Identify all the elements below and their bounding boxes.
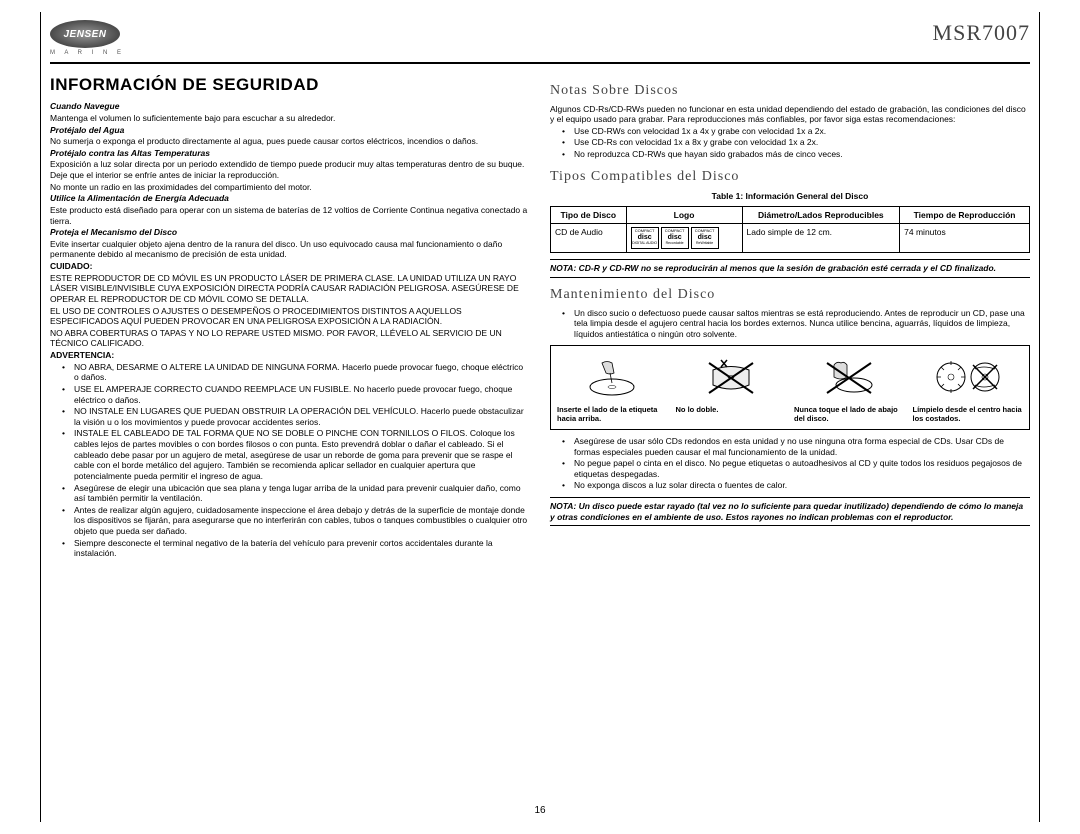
care-item: Límpielo desde el centro hacia los costa…	[913, 352, 1024, 423]
section-title: Mantenimiento del Disco	[550, 286, 1030, 304]
body-text: No monte un radio en las proximidades de…	[50, 182, 530, 193]
body-text: ESTE REPRODUCTOR DE CD MÓVIL ES UN PRODU…	[50, 273, 530, 305]
maintenance-list-2: Asegúrese de usar sólo CDs redondos en e…	[550, 436, 1030, 491]
section-heading: Cuando Navegue	[50, 101, 530, 112]
body-text: EL USO DE CONTROLES O AJUSTES O DESEMPEÑ…	[50, 306, 530, 327]
section-heading: Protéjalo del Agua	[50, 125, 530, 136]
no-touch-icon	[794, 352, 905, 402]
cd-logo-icon: COMPACTdiscReWritable	[691, 227, 719, 249]
list-item: No exponga discos a luz solar directa o …	[562, 480, 1030, 491]
care-label: No lo doble.	[676, 406, 787, 414]
list-item: Use CD-Rs con velocidad 1x a 8x y grabe …	[562, 137, 1030, 148]
list-item: USE EL AMPERAJE CORRECTO CUANDO REEMPLAC…	[62, 384, 530, 405]
table-cell: CD de Audio	[551, 224, 627, 253]
body-text: Este producto está diseñado para operar …	[50, 205, 530, 226]
list-item: NO INSTALE EN LUGARES QUE PUEDAN OBSTRUI…	[62, 406, 530, 427]
list-item: NO ABRA, DESARME O ALTERE LA UNIDAD DE N…	[62, 362, 530, 383]
right-column: Notas Sobre Discos Algunos CD-Rs/CD-RWs …	[550, 74, 1030, 560]
care-item: No lo doble.	[676, 352, 787, 423]
section-title: Tipos Compatibles del Disco	[550, 168, 1030, 186]
clean-disc-icon	[913, 352, 1024, 402]
body-text: Mantenga el volumen lo suficientemente b…	[50, 113, 530, 124]
body-text: NO ABRA COBERTURAS O TAPAS Y NO LO REPAR…	[50, 328, 530, 349]
cd-logo-icon: COMPACTdiscDIGITAL AUDIO	[631, 227, 659, 249]
main-title: INFORMACIÓN DE SEGURIDAD	[50, 74, 530, 95]
disc-care-diagram: Inserte el lado de la etiqueta hacia arr…	[550, 345, 1030, 430]
section-title: Notas Sobre Discos	[550, 82, 1030, 100]
warning-heading: ADVERTENCIA:	[50, 350, 530, 361]
table-cell: Lado simple de 12 cm.	[742, 224, 900, 253]
warning-list: NO ABRA, DESARME O ALTERE LA UNIDAD DE N…	[50, 362, 530, 559]
table-cell: 74 minutos	[900, 224, 1030, 253]
care-label: Límpielo desde el centro hacia los costa…	[913, 406, 1024, 423]
disc-info-table: Tipo de Disco Logo Diámetro/Lados Reprod…	[550, 206, 1030, 254]
model-number: MSR7007	[933, 20, 1030, 46]
list-item: Un disco sucio o defectuoso puede causar…	[562, 308, 1030, 340]
content-columns: INFORMACIÓN DE SEGURIDAD Cuando Navegue …	[50, 74, 1030, 560]
body-text: Exposición a luz solar directa por un pe…	[50, 159, 530, 180]
no-bend-icon	[676, 352, 787, 402]
list-item: No pegue papel o cinta en el disco. No p…	[562, 458, 1030, 479]
maintenance-list: Un disco sucio o defectuoso puede causar…	[550, 308, 1030, 340]
table-header: Diámetro/Lados Reproducibles	[742, 206, 900, 224]
brand-name: JENSEN	[50, 20, 120, 48]
body-text: Algunos CD-Rs/CD-RWs pueden no funcionar…	[550, 104, 1030, 125]
note-block: NOTA: Un disco puede estar rayado (tal v…	[550, 497, 1030, 526]
note-block: NOTA: CD-R y CD-RW no se reproducirán al…	[550, 259, 1030, 278]
notes-list: Use CD-RWs con velocidad 1x a 4x y grabe…	[550, 126, 1030, 160]
care-item: Nunca toque el lado de abajo del disco.	[794, 352, 905, 423]
insert-disc-icon	[557, 352, 668, 402]
table-header: Logo	[626, 206, 742, 224]
section-heading: Protéjalo contra las Altas Temperaturas	[50, 148, 530, 159]
table-header: Tipo de Disco	[551, 206, 627, 224]
warning-heading: CUIDADO:	[50, 261, 530, 272]
care-label: Nunca toque el lado de abajo del disco.	[794, 406, 905, 423]
list-item: Antes de realizar algún agujero, cuidado…	[62, 505, 530, 537]
list-item: Use CD-RWs con velocidad 1x a 4x y grabe…	[562, 126, 1030, 137]
brand-logo: JENSEN M A R I N E	[50, 20, 130, 56]
page-header: JENSEN M A R I N E MSR7007	[50, 20, 1030, 64]
list-item: Siempre desconecte el terminal negativo …	[62, 538, 530, 559]
table-caption: Table 1: Información General del Disco	[550, 191, 1030, 202]
section-heading: Proteja el Mecanismo del Disco	[50, 227, 530, 238]
body-text: No sumerja o exponga el producto directa…	[50, 136, 530, 147]
list-item: Asegúrese de elegir una ubicación que se…	[62, 483, 530, 504]
care-label: Inserte el lado de la etiqueta hacia arr…	[557, 406, 668, 423]
section-heading: Utilice la Alimentación de Energía Adecu…	[50, 193, 530, 204]
page-number: 16	[534, 805, 545, 816]
brand-subtitle: M A R I N E	[50, 50, 130, 56]
body-text: Evite insertar cualquier objeto ajena de…	[50, 239, 530, 260]
list-item: INSTALE EL CABLEADO DE TAL FORMA QUE NO …	[62, 428, 530, 481]
list-item: No reproduzca CD-RWs que hayan sido grab…	[562, 149, 1030, 160]
list-item: Asegúrese de usar sólo CDs redondos en e…	[562, 436, 1030, 457]
cd-logo-icon: COMPACTdiscRecordable	[661, 227, 689, 249]
care-item: Inserte el lado de la etiqueta hacia arr…	[557, 352, 668, 423]
table-cell-logo: COMPACTdiscDIGITAL AUDIOCOMPACTdiscRecor…	[626, 224, 742, 253]
left-column: INFORMACIÓN DE SEGURIDAD Cuando Navegue …	[50, 74, 530, 560]
table-header: Tiempo de Reproducción	[900, 206, 1030, 224]
